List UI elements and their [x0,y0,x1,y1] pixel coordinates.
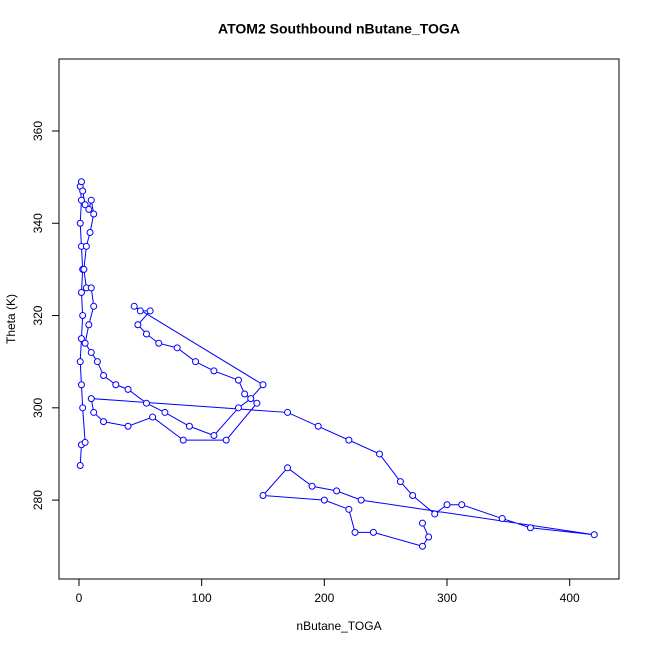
point [79,187,87,195]
x-tick-label: 400 [560,591,580,605]
point [161,408,169,416]
point [90,408,98,416]
point [284,464,292,472]
point [345,436,353,444]
point [146,307,154,315]
point [425,533,433,541]
x-tick-label: 0 [76,591,83,605]
point [77,335,85,343]
plot-box [58,58,620,580]
point [308,482,316,490]
point [93,358,101,366]
point [77,288,85,296]
point [333,487,341,495]
point [80,265,88,273]
chart-title: ATOM2 Southbound nButane_TOGA [218,21,460,37]
point [498,515,506,523]
x-tick-label: 300 [437,591,457,605]
point [86,228,94,236]
point [85,321,93,329]
point [234,404,242,412]
point [443,501,451,509]
point [100,372,108,380]
point [149,413,157,421]
y-tick-label: 360 [31,121,45,141]
point [369,528,377,536]
y-axis-title: Theta (K) [4,294,18,344]
point [320,496,328,504]
x-tick-label: 200 [314,591,334,605]
point [79,312,87,320]
point [76,461,84,469]
point [284,408,292,416]
point [76,358,84,366]
point [185,422,193,430]
point [130,302,138,310]
point [351,528,359,536]
point [124,422,132,430]
point [259,491,267,499]
point [241,390,249,398]
point [142,330,150,338]
point [357,496,365,504]
point [90,210,98,218]
point [179,436,187,444]
point [210,367,218,375]
y-tick-label: 340 [31,213,45,233]
point [79,404,87,412]
point [85,205,93,213]
point [526,524,534,532]
point [222,436,230,444]
point [210,432,218,440]
point [100,418,108,426]
point [418,519,426,527]
point [90,302,98,310]
x-tick-label: 100 [192,591,212,605]
point [458,501,466,509]
y-tick-label: 320 [31,305,45,325]
point [134,321,142,329]
point [87,196,95,204]
point [376,450,384,458]
point [173,344,181,352]
point [87,348,95,356]
point [81,339,89,347]
point [136,307,144,315]
point [418,542,426,550]
point [259,381,267,389]
point [87,395,95,403]
point [81,438,89,446]
x-axis-title: nButane_TOGA [296,619,381,633]
point [314,422,322,430]
point [234,376,242,384]
point [124,385,132,393]
point [409,491,417,499]
point [77,196,85,204]
point [77,381,85,389]
y-tick-label: 280 [31,490,45,510]
point [82,242,90,250]
point [396,478,404,486]
point [77,178,85,186]
point [192,358,200,366]
point [247,395,255,403]
point [76,219,84,227]
y-tick-label: 300 [31,397,45,417]
point [345,505,353,513]
point [87,284,95,292]
point [253,399,261,407]
point [81,201,89,209]
point [431,510,439,518]
point [142,399,150,407]
point [155,339,163,347]
point [112,381,120,389]
point [590,531,598,539]
